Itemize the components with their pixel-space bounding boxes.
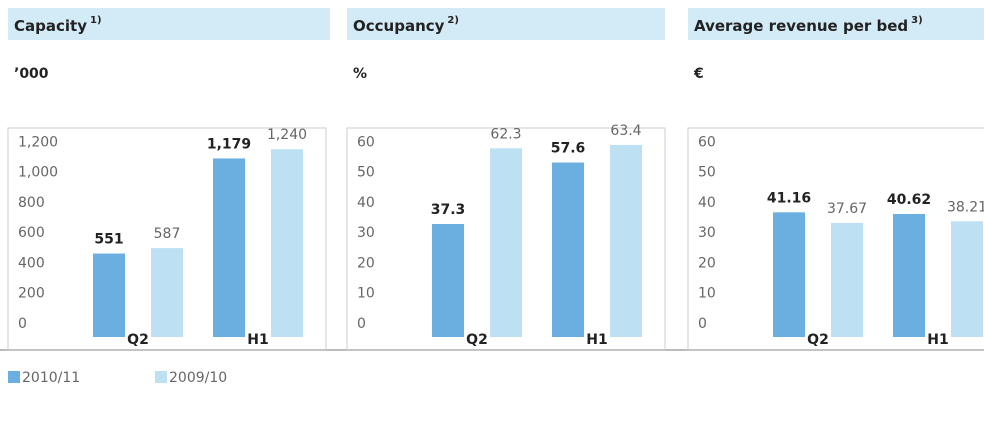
- bar: [213, 158, 245, 337]
- chart-title-text: Average revenue per bed: [694, 17, 908, 35]
- chart-title: Average revenue per bed 3): [694, 15, 923, 35]
- y-tick-label: 50: [357, 165, 375, 181]
- plot-frame: [687, 127, 984, 351]
- bar: [432, 224, 464, 337]
- bar: [93, 253, 125, 337]
- y-tick-label: 30: [698, 225, 716, 241]
- plot-frame: [346, 127, 666, 351]
- legend-label: 2010/11: [22, 370, 80, 386]
- unit-label: %: [353, 66, 367, 82]
- value-label: 63.4: [610, 123, 641, 139]
- value-label: 1,179: [207, 136, 251, 152]
- y-tick-label: 400: [18, 255, 45, 271]
- y-tick-label: 20: [357, 255, 375, 271]
- bar: [490, 148, 522, 337]
- x-tick-label: Q2: [127, 332, 149, 348]
- y-tick-label: 1,200: [18, 134, 58, 150]
- header-band: [8, 8, 330, 40]
- y-tick-label: 40: [357, 195, 375, 211]
- value-label: 37.3: [431, 202, 466, 218]
- y-tick-label: 40: [698, 195, 716, 211]
- bar: [951, 221, 983, 337]
- y-tick-label: 800: [18, 195, 45, 211]
- x-tick-label: Q2: [807, 332, 829, 348]
- chart-title: Occupancy 2): [353, 15, 459, 35]
- x-tick-label: H1: [247, 332, 268, 348]
- chart-title-text: Capacity: [14, 17, 87, 35]
- bar: [831, 222, 863, 337]
- y-tick-label: 600: [18, 225, 45, 241]
- title-note: 1): [90, 15, 102, 26]
- value-label: 587: [154, 226, 181, 242]
- chart-title: Capacity 1): [14, 15, 102, 35]
- value-label: 38.21: [947, 199, 984, 215]
- bar: [552, 162, 584, 337]
- bar: [893, 213, 925, 337]
- header-band: [347, 8, 665, 40]
- y-tick-label: 60: [357, 134, 375, 150]
- bar: [773, 212, 805, 337]
- unit-label: ’000: [14, 66, 49, 82]
- y-tick-label: 0: [357, 316, 366, 332]
- bar: [610, 144, 642, 337]
- header-band: [688, 8, 984, 40]
- value-label: 37.67: [827, 201, 867, 217]
- y-tick-label: 1,000: [18, 165, 58, 181]
- title-note: 2): [447, 15, 459, 26]
- y-tick-label: 50: [698, 165, 716, 181]
- unit-label: €: [693, 66, 704, 82]
- y-tick-label: 0: [698, 316, 707, 332]
- title-note: 3): [911, 15, 923, 26]
- value-label: 1,240: [267, 127, 307, 143]
- y-tick-label: 10: [357, 286, 375, 302]
- x-tick-label: H1: [927, 332, 948, 348]
- y-tick-label: 30: [357, 225, 375, 241]
- legend-swatch: [8, 371, 20, 383]
- plot-frame: [7, 127, 327, 351]
- y-tick-label: 0: [18, 316, 27, 332]
- legend-label: 2009/10: [169, 370, 227, 386]
- value-label: 41.16: [767, 190, 811, 206]
- x-tick-label: H1: [586, 332, 607, 348]
- x-tick-label: Q2: [466, 332, 488, 348]
- bar: [151, 248, 183, 337]
- value-label: 40.62: [887, 192, 931, 208]
- y-tick-label: 60: [698, 134, 716, 150]
- bar: [271, 149, 303, 337]
- y-tick-label: 10: [698, 286, 716, 302]
- legend-swatch: [155, 371, 167, 383]
- value-label: 62.3: [490, 126, 521, 142]
- y-tick-label: 20: [698, 255, 716, 271]
- value-label: 551: [94, 232, 123, 248]
- y-tick-label: 200: [18, 286, 45, 302]
- chart-title-text: Occupancy: [353, 17, 445, 35]
- value-label: 57.6: [551, 141, 586, 157]
